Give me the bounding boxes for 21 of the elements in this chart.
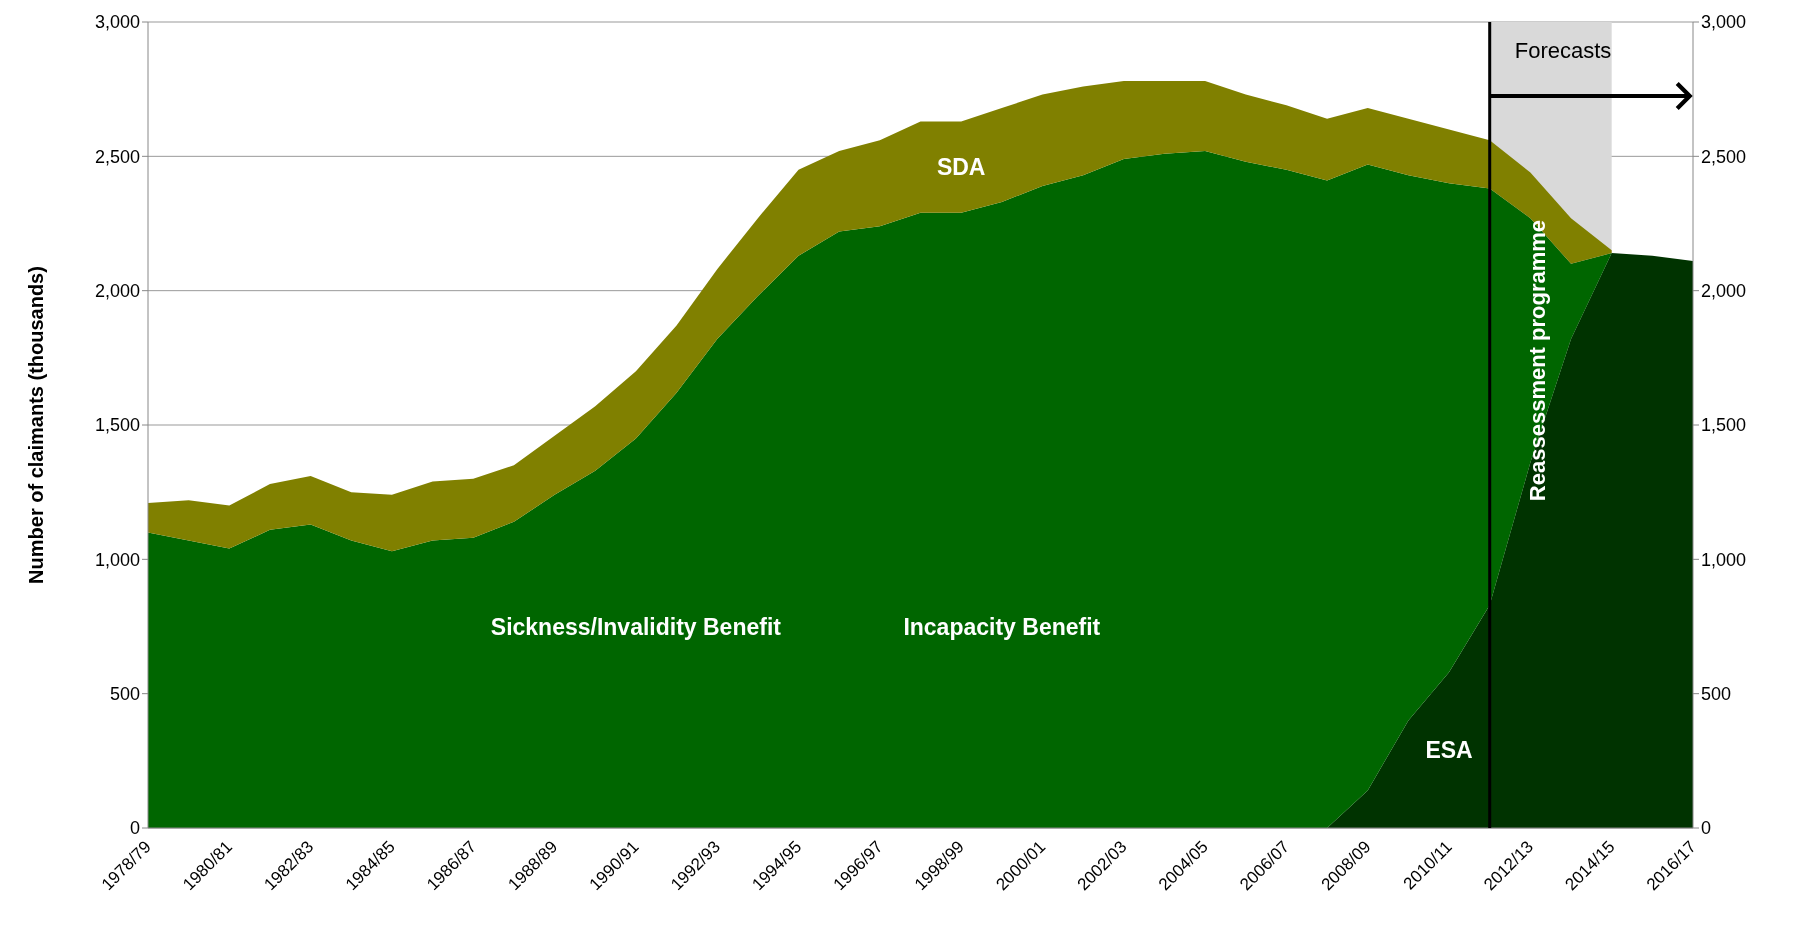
y-tick-label: 2,500 bbox=[94, 146, 140, 167]
y-axis-title: Number of claimants (thousands) bbox=[25, 266, 48, 584]
y2-tick-label: 3,000 bbox=[1701, 12, 1747, 33]
annotation: Forecasts bbox=[1514, 38, 1612, 63]
y-tick-label: 0 bbox=[129, 818, 140, 839]
y-tick-label: 1,000 bbox=[94, 549, 140, 570]
y2-tick-label: 2,500 bbox=[1701, 146, 1747, 167]
y2-tick-label: 2,000 bbox=[1701, 281, 1747, 302]
y2-tick-label: 1,500 bbox=[1701, 415, 1747, 436]
annotation: Incapacity Benefit bbox=[903, 613, 1101, 640]
y2-tick-label: 500 bbox=[1701, 684, 1732, 705]
y2-tick-label: 1,000 bbox=[1701, 549, 1747, 570]
series-label: SDA bbox=[936, 154, 986, 181]
annotation: Reassessment programme bbox=[1524, 219, 1550, 502]
series-label: ESA bbox=[1425, 737, 1473, 764]
annotation: Sickness/Invalidity Benefit bbox=[490, 613, 782, 640]
y2-tick-label: 0 bbox=[1701, 818, 1712, 839]
y-tick-label: 2,000 bbox=[94, 281, 140, 302]
y-tick-label: 3,000 bbox=[94, 12, 140, 33]
y-tick-label: 1,500 bbox=[94, 415, 140, 436]
y-tick-label: 500 bbox=[109, 684, 140, 705]
